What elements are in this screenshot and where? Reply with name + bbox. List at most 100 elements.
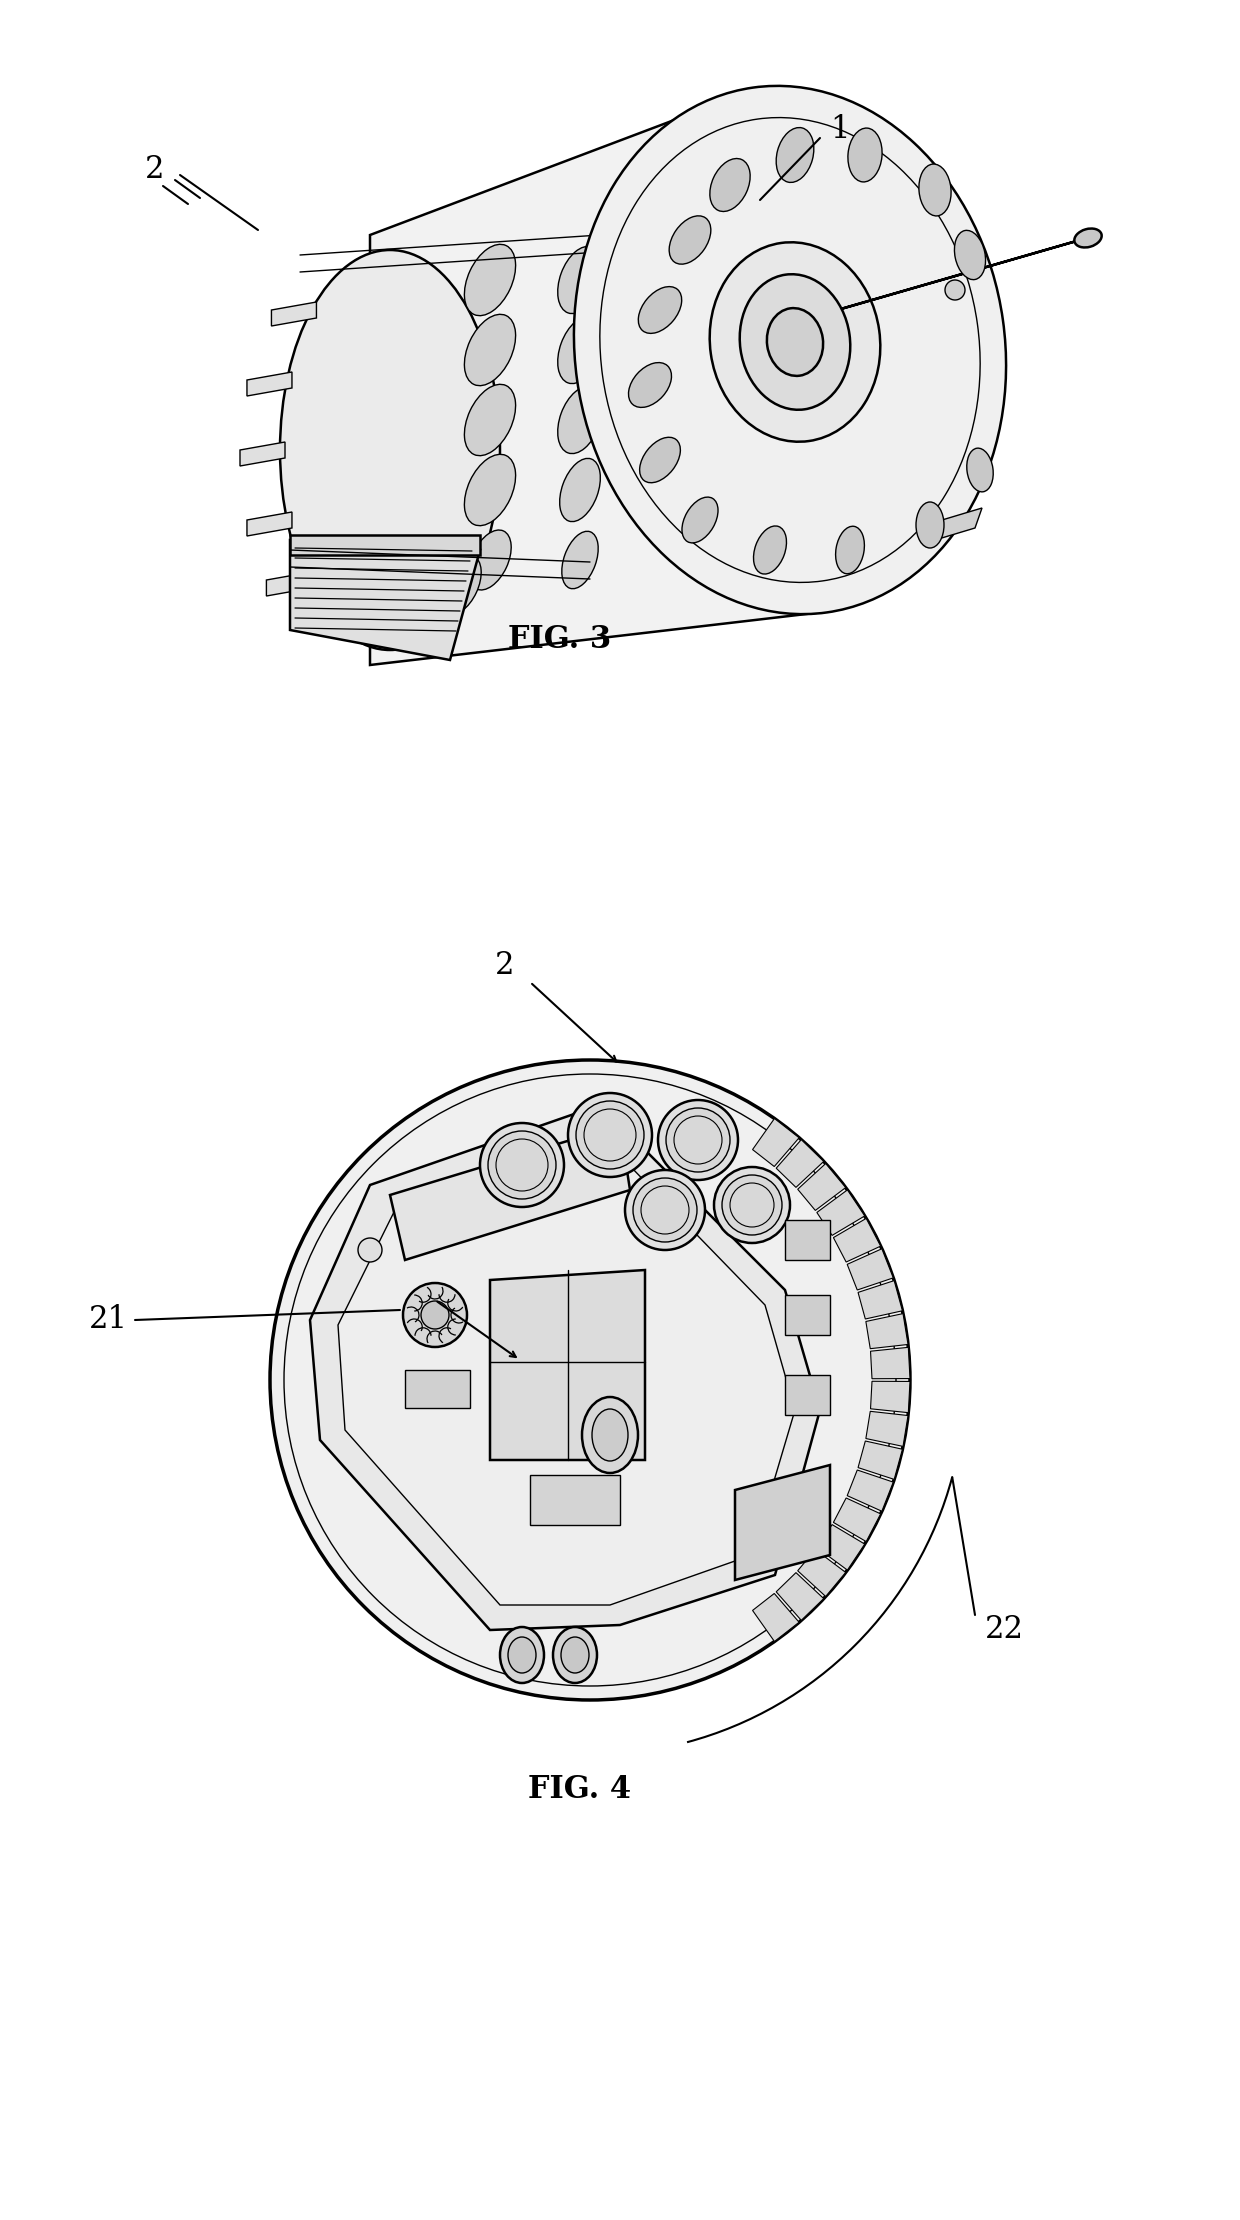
Polygon shape bbox=[833, 1219, 880, 1261]
Ellipse shape bbox=[967, 448, 993, 493]
Ellipse shape bbox=[658, 1099, 738, 1181]
Ellipse shape bbox=[358, 1239, 382, 1261]
Ellipse shape bbox=[646, 320, 684, 382]
Polygon shape bbox=[785, 1221, 830, 1261]
Polygon shape bbox=[339, 1130, 795, 1605]
Polygon shape bbox=[817, 1190, 864, 1234]
Ellipse shape bbox=[625, 1170, 706, 1250]
Text: FIG. 4: FIG. 4 bbox=[528, 1774, 631, 1805]
Ellipse shape bbox=[465, 315, 516, 386]
Ellipse shape bbox=[955, 231, 986, 280]
Text: 1: 1 bbox=[831, 115, 849, 147]
Ellipse shape bbox=[945, 280, 965, 300]
Ellipse shape bbox=[568, 1092, 652, 1177]
Ellipse shape bbox=[754, 526, 786, 575]
Ellipse shape bbox=[489, 1130, 556, 1199]
Ellipse shape bbox=[647, 462, 682, 519]
Ellipse shape bbox=[480, 1123, 564, 1208]
Ellipse shape bbox=[740, 275, 851, 411]
Polygon shape bbox=[776, 1139, 823, 1188]
Ellipse shape bbox=[776, 127, 813, 182]
Polygon shape bbox=[290, 539, 480, 659]
Polygon shape bbox=[866, 1412, 908, 1447]
Polygon shape bbox=[247, 513, 291, 535]
Ellipse shape bbox=[562, 531, 598, 588]
Ellipse shape bbox=[582, 1396, 639, 1474]
Ellipse shape bbox=[666, 1108, 730, 1172]
Polygon shape bbox=[817, 1525, 864, 1570]
Ellipse shape bbox=[709, 242, 880, 442]
Polygon shape bbox=[753, 1119, 799, 1166]
Ellipse shape bbox=[714, 1168, 790, 1243]
Ellipse shape bbox=[640, 437, 681, 482]
Polygon shape bbox=[776, 1572, 823, 1621]
Polygon shape bbox=[370, 87, 820, 666]
Ellipse shape bbox=[508, 1636, 536, 1674]
Text: 2: 2 bbox=[145, 155, 165, 186]
Ellipse shape bbox=[670, 215, 711, 264]
Ellipse shape bbox=[916, 502, 944, 548]
Ellipse shape bbox=[836, 526, 864, 573]
Ellipse shape bbox=[1074, 229, 1101, 246]
Polygon shape bbox=[490, 1270, 645, 1461]
Ellipse shape bbox=[422, 1301, 449, 1330]
Ellipse shape bbox=[646, 388, 684, 451]
Polygon shape bbox=[405, 1370, 470, 1407]
Ellipse shape bbox=[577, 1101, 644, 1170]
Ellipse shape bbox=[559, 457, 600, 522]
Ellipse shape bbox=[682, 497, 718, 544]
Ellipse shape bbox=[848, 129, 882, 182]
Ellipse shape bbox=[270, 1059, 910, 1701]
Polygon shape bbox=[753, 1594, 799, 1641]
Ellipse shape bbox=[500, 1627, 544, 1683]
Polygon shape bbox=[290, 535, 480, 555]
Polygon shape bbox=[858, 1441, 903, 1479]
Polygon shape bbox=[847, 1470, 893, 1512]
Polygon shape bbox=[858, 1281, 903, 1319]
Polygon shape bbox=[811, 238, 1090, 317]
Polygon shape bbox=[866, 1314, 908, 1350]
Ellipse shape bbox=[632, 1179, 697, 1241]
Polygon shape bbox=[310, 1106, 820, 1629]
Ellipse shape bbox=[465, 455, 516, 526]
Polygon shape bbox=[785, 1294, 830, 1334]
Text: 22: 22 bbox=[985, 1614, 1024, 1645]
Polygon shape bbox=[272, 302, 316, 326]
Ellipse shape bbox=[558, 317, 603, 384]
Ellipse shape bbox=[469, 531, 511, 591]
Polygon shape bbox=[870, 1381, 910, 1412]
Polygon shape bbox=[247, 373, 291, 395]
Polygon shape bbox=[847, 1250, 893, 1290]
Polygon shape bbox=[833, 1498, 880, 1541]
Ellipse shape bbox=[574, 87, 1006, 615]
Ellipse shape bbox=[439, 555, 481, 615]
Ellipse shape bbox=[629, 362, 672, 408]
Ellipse shape bbox=[709, 158, 750, 211]
Ellipse shape bbox=[465, 244, 516, 315]
Ellipse shape bbox=[280, 251, 500, 650]
Polygon shape bbox=[870, 1348, 910, 1379]
Ellipse shape bbox=[560, 1636, 589, 1674]
Ellipse shape bbox=[403, 1283, 467, 1348]
Text: 21: 21 bbox=[89, 1305, 128, 1336]
Polygon shape bbox=[797, 1550, 846, 1596]
Polygon shape bbox=[267, 573, 311, 595]
Polygon shape bbox=[797, 1163, 846, 1210]
Ellipse shape bbox=[646, 249, 684, 311]
Polygon shape bbox=[529, 1474, 620, 1525]
Ellipse shape bbox=[553, 1627, 596, 1683]
Ellipse shape bbox=[919, 164, 951, 215]
Polygon shape bbox=[391, 1126, 630, 1261]
Ellipse shape bbox=[639, 286, 682, 333]
Ellipse shape bbox=[591, 1410, 627, 1461]
Polygon shape bbox=[735, 1465, 830, 1581]
Ellipse shape bbox=[722, 1174, 782, 1234]
Polygon shape bbox=[785, 1374, 830, 1414]
Ellipse shape bbox=[465, 384, 516, 455]
Polygon shape bbox=[241, 442, 285, 466]
Ellipse shape bbox=[558, 246, 603, 313]
Text: 2: 2 bbox=[495, 950, 515, 981]
Text: FIG. 3: FIG. 3 bbox=[508, 624, 611, 655]
Ellipse shape bbox=[558, 386, 603, 453]
Ellipse shape bbox=[766, 309, 823, 375]
